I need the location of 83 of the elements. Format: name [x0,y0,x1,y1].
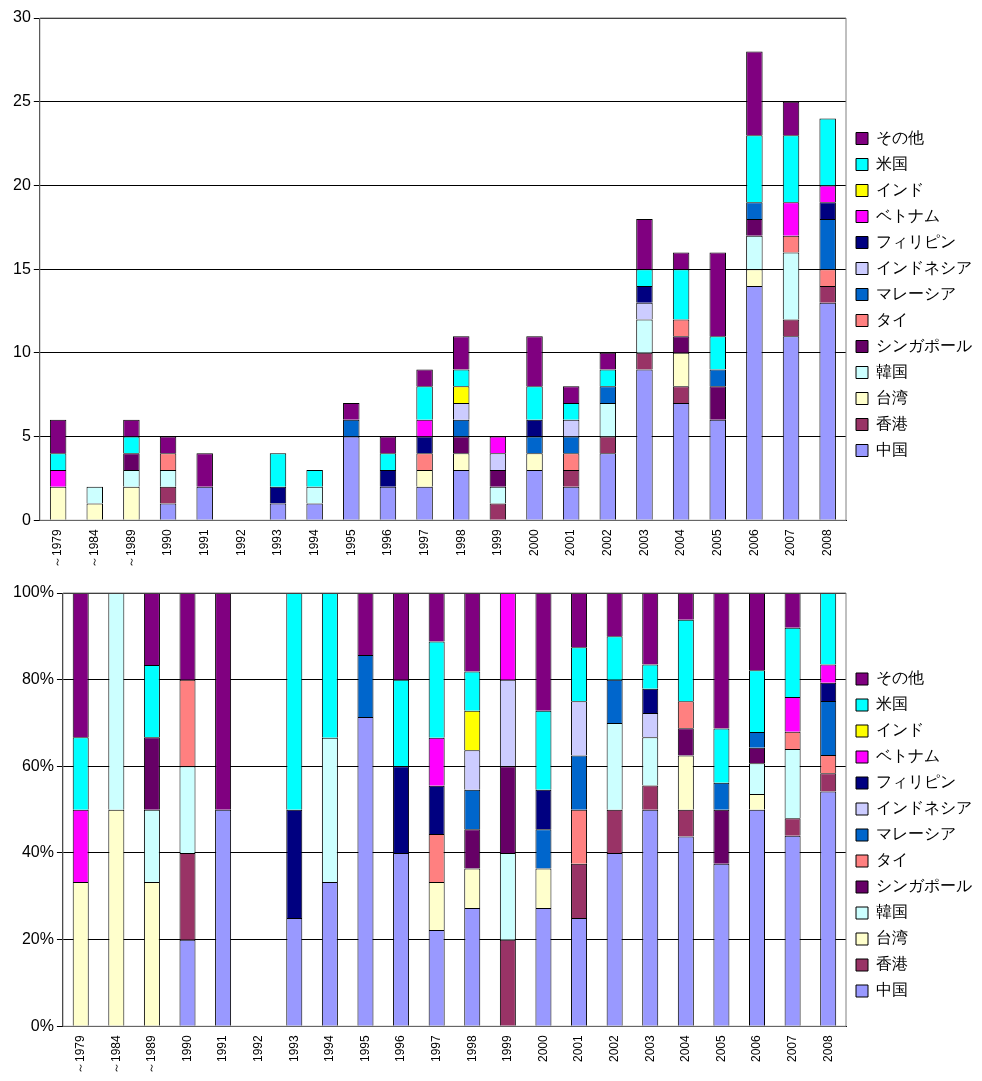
x-tick-label: 1992 [251,1034,265,1063]
legend-label: 中国 [876,440,908,458]
legend-label: 中国 [876,981,908,999]
x-tick-label: 2002 [606,1034,621,1063]
x-tick-label: 2003 [636,528,651,557]
x-tick-label: 1995 [343,528,358,557]
x-tick-label: 1991 [215,1034,230,1063]
x-tick-label: 2006 [746,528,761,557]
legend-label: インド [876,180,924,198]
legend-label: 台湾 [876,388,908,406]
x-tick-label: 2001 [563,528,578,557]
x-tick-label: 2004 [673,528,688,557]
x-tick-label: 2001 [571,1034,586,1063]
y-tick-label: 20 [13,175,31,193]
x-tick-label: ～1984 [108,1034,123,1075]
x-tick-label: 2007 [784,1034,799,1063]
x-tick-label: 1994 [306,528,321,557]
x-tick-label: 2000 [526,528,541,557]
x-tick-label: 2008 [820,1034,835,1063]
x-tick-label: 1998 [453,528,468,557]
legend-label: フィリピン [876,773,956,791]
y-tick-label: 5 [21,426,31,444]
x-tick-label: 1998 [464,1034,479,1063]
legend-label: インドネシア [876,258,972,276]
x-tick-label: 1993 [286,1034,301,1063]
legend-label: 韓国 [876,903,908,921]
y-tick-label: 80% [21,670,54,688]
legend-label: 米国 [876,695,908,713]
legend-label: シンガポール [876,336,972,354]
legend-label: フィリピン [876,232,956,250]
x-tick-label: 1991 [197,528,212,557]
x-tick-label: ～1984 [87,528,102,569]
y-tick-label: 30 [13,8,31,26]
y-tick-label: 0% [30,1016,54,1034]
legend-label: 香港 [876,955,908,973]
x-tick-label: 2004 [678,1034,693,1063]
x-tick-label: 2003 [642,1034,657,1063]
y-tick-label: 20% [21,930,54,948]
x-tick-label: 1994 [322,1034,337,1063]
legend-label: 韓国 [876,362,908,380]
y-tick-label: 60% [21,756,54,774]
x-tick-label: ～1979 [50,528,65,569]
x-tick-label: 2007 [783,528,798,557]
x-tick-label: 1995 [357,1034,372,1063]
x-tick-label: 1999 [500,1034,515,1063]
y-tick-label: 0 [21,510,31,528]
x-tick-label: 1992 [233,528,248,557]
legend-label: 米国 [876,154,908,172]
y-tick-label: 25 [13,92,31,110]
legend-label: マレーシア [876,825,956,843]
x-tick-label: 2005 [710,528,725,557]
x-tick-label: ～1989 [123,528,138,569]
y-tick-label: 10 [13,343,31,361]
x-tick-label: 1993 [270,528,285,557]
legend-label: その他 [876,669,924,687]
x-tick-label: ～1979 [73,1034,88,1075]
x-tick-label: ～1989 [144,1034,159,1075]
y-tick-label: 15 [13,259,31,277]
legend-label: ベトナム [876,206,940,224]
x-tick-label: 1996 [393,1034,408,1063]
legend-label: その他 [876,128,924,146]
x-tick-label: 2005 [713,1034,728,1063]
y-tick-label: 100% [13,583,54,601]
y-tick-label: 40% [21,843,54,861]
x-tick-label: 1999 [490,528,505,557]
x-tick-label: 1996 [380,528,395,557]
legend-label: インド [876,721,924,739]
x-tick-label: 1990 [179,1034,194,1063]
legend-label: 台湾 [876,929,908,947]
x-tick-label: 2006 [749,1034,764,1063]
legend-label: ベトナム [876,747,940,765]
x-tick-label: 1997 [416,528,431,557]
x-tick-label: 2008 [819,528,834,557]
legend-label: マレーシア [876,284,956,302]
x-tick-label: 1997 [428,1034,443,1063]
legend-label: 香港 [876,414,908,432]
legend-label: タイ [876,310,908,328]
legend-label: シンガポール [876,877,972,895]
legend-label: タイ [876,851,908,869]
x-tick-label: 2000 [535,1034,550,1063]
x-tick-label: 1990 [160,528,175,557]
legend-label: インドネシア [876,799,972,817]
x-tick-label: 2002 [600,528,615,557]
